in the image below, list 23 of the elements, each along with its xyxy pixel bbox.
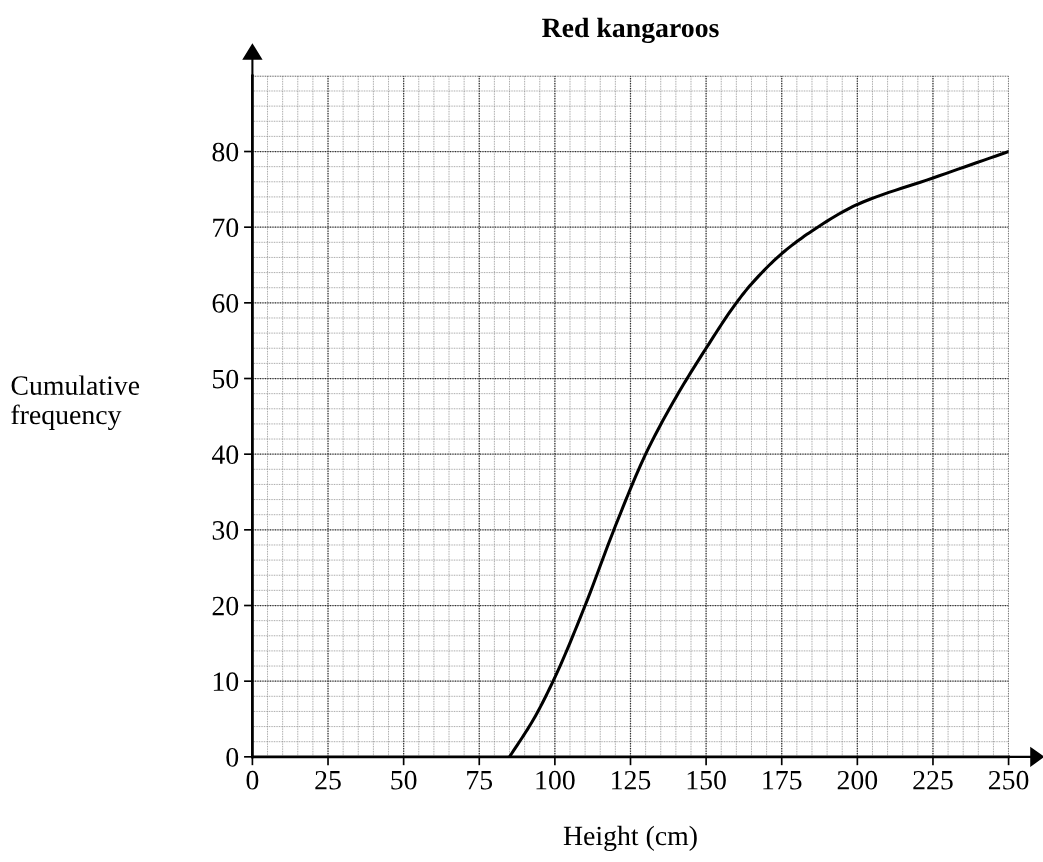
x-tick-label: 125 xyxy=(612,770,651,790)
y-tick-label: 0 xyxy=(226,748,239,767)
y-tick-label: 50 xyxy=(213,369,239,389)
x-tick-label: 25 xyxy=(315,770,341,790)
y-tick-label: 10 xyxy=(213,672,239,692)
x-tick-label: 100 xyxy=(536,770,575,790)
x-tick-label: 0 xyxy=(246,770,259,790)
chart-title: Red kangaroos xyxy=(542,17,719,44)
x-tick-label: 175 xyxy=(763,770,802,790)
y-tick-label: 80 xyxy=(212,142,239,162)
y-axis-title: Cumulative frequency xyxy=(11,375,140,431)
y-tick-label: 20 xyxy=(212,596,239,616)
y-tick-label: 40 xyxy=(211,445,239,465)
x-tick-label: 75 xyxy=(467,771,493,790)
x-tick-label: 150 xyxy=(687,770,726,790)
x-tick-label: 250 xyxy=(988,770,1029,790)
y-tick-label: 30 xyxy=(212,521,239,540)
x-tick-label: 225 xyxy=(913,770,953,790)
y-tick-label: 60 xyxy=(212,294,239,313)
y-tick-label: 70 xyxy=(213,218,239,238)
x-tick-label: 200 xyxy=(837,770,878,790)
x-tick-label: 50 xyxy=(391,770,417,790)
x-axis-title: Height (cm) xyxy=(563,825,697,852)
